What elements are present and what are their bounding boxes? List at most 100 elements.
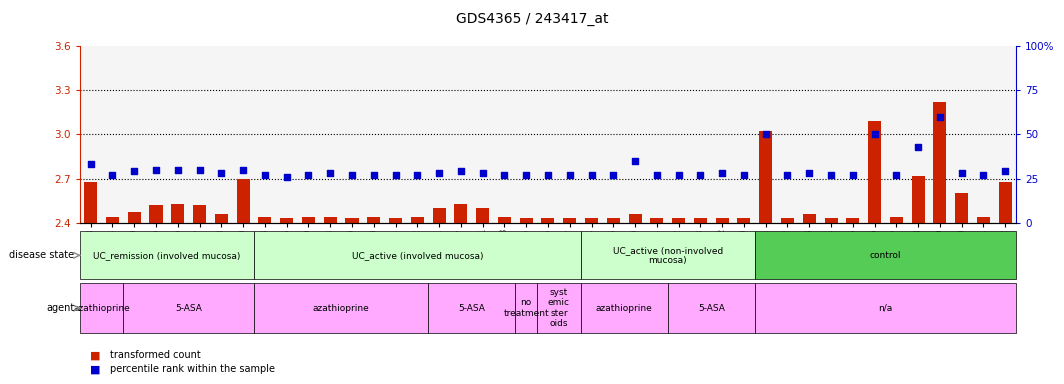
Bar	[754, 283, 1016, 333]
Text: transformed count: transformed count	[110, 350, 200, 360]
Point	[627, 158, 644, 164]
Point	[300, 172, 317, 178]
Text: UC_remission (involved mucosa): UC_remission (involved mucosa)	[94, 251, 240, 260]
Point	[561, 172, 578, 178]
Bar	[716, 218, 729, 223]
Point	[604, 172, 621, 178]
Text: no
treatment: no treatment	[503, 298, 549, 318]
Text: GDS4365 / 243417_at: GDS4365 / 243417_at	[455, 12, 609, 25]
Point	[714, 170, 731, 176]
Text: 5-ASA: 5-ASA	[176, 304, 202, 313]
Bar	[977, 217, 990, 223]
Bar	[515, 283, 537, 333]
Bar	[367, 217, 380, 223]
Bar	[519, 218, 533, 223]
Point	[648, 172, 665, 178]
Bar	[694, 218, 706, 223]
Text: ■: ■	[90, 350, 104, 360]
Bar	[498, 217, 511, 223]
Text: UC_active (involved mucosa): UC_active (involved mucosa)	[351, 251, 483, 260]
Bar	[149, 205, 163, 223]
Bar	[411, 217, 423, 223]
Bar	[259, 217, 271, 223]
Bar	[84, 182, 97, 223]
Point	[735, 172, 752, 178]
Bar	[537, 283, 581, 333]
Point	[475, 170, 492, 176]
Point	[169, 167, 186, 173]
Text: azathioprine: azathioprine	[596, 304, 652, 313]
Point	[365, 172, 382, 178]
Point	[409, 172, 426, 178]
Bar	[389, 218, 402, 223]
Bar	[542, 218, 554, 223]
Point	[496, 172, 513, 178]
Bar	[754, 232, 1016, 279]
Bar	[323, 217, 336, 223]
Point	[431, 170, 448, 176]
Bar	[668, 283, 754, 333]
Bar	[999, 182, 1012, 223]
Point	[518, 172, 535, 178]
Bar	[846, 218, 860, 223]
Text: UC_active (non-involved
mucosa): UC_active (non-involved mucosa)	[613, 246, 722, 265]
Text: 5-ASA: 5-ASA	[459, 304, 485, 313]
Bar	[123, 283, 254, 333]
Bar	[254, 283, 428, 333]
Bar	[672, 218, 685, 223]
Bar	[433, 208, 446, 223]
Point	[758, 131, 775, 137]
Bar	[933, 102, 947, 223]
Point	[148, 167, 165, 173]
Point	[779, 172, 796, 178]
Point	[910, 144, 927, 150]
Point	[887, 172, 904, 178]
Bar	[629, 214, 642, 223]
Bar	[781, 218, 794, 223]
Point	[321, 170, 338, 176]
Bar	[80, 232, 254, 279]
Bar	[825, 218, 837, 223]
Text: n/a: n/a	[879, 304, 893, 313]
Text: control: control	[869, 251, 901, 260]
Text: agent: agent	[46, 303, 74, 313]
Bar	[585, 218, 598, 223]
Bar	[171, 204, 184, 223]
Point	[256, 172, 273, 178]
Point	[997, 169, 1014, 175]
Point	[82, 161, 99, 167]
Bar	[302, 217, 315, 223]
Point	[344, 172, 361, 178]
Point	[692, 172, 709, 178]
Bar	[236, 179, 250, 223]
Bar	[737, 218, 750, 223]
Text: syst
emic
ster
oids: syst emic ster oids	[548, 288, 570, 328]
Text: disease state: disease state	[10, 250, 74, 260]
Point	[213, 170, 230, 176]
Point	[126, 169, 143, 175]
Bar	[454, 204, 467, 223]
Bar	[106, 217, 119, 223]
Bar	[581, 283, 668, 333]
Point	[670, 172, 687, 178]
Point	[801, 170, 818, 176]
Point	[104, 172, 121, 178]
Bar	[476, 208, 489, 223]
Bar	[581, 232, 754, 279]
Bar	[802, 214, 816, 223]
Bar	[912, 175, 925, 223]
Point	[278, 174, 295, 180]
Bar	[128, 212, 140, 223]
Point	[866, 131, 883, 137]
Bar	[346, 218, 359, 223]
Text: 5-ASA: 5-ASA	[698, 304, 725, 313]
Point	[234, 167, 251, 173]
Text: azathioprine: azathioprine	[313, 304, 369, 313]
Point	[452, 169, 469, 175]
Bar	[193, 205, 206, 223]
Bar	[254, 232, 581, 279]
Bar	[280, 218, 294, 223]
Text: ■: ■	[90, 364, 104, 374]
Bar	[650, 218, 663, 223]
Point	[387, 172, 404, 178]
